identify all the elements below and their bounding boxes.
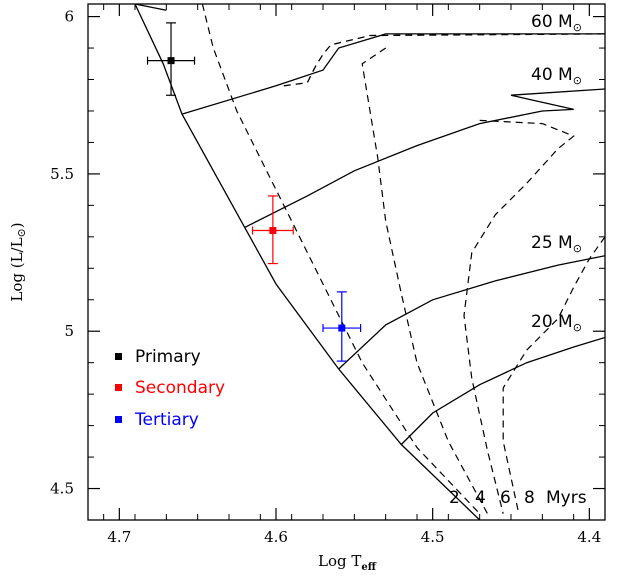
evolution-track-top-2: [283, 33, 605, 87]
plot-overlay: 60 M⊙ 40 M⊙ 25 M⊙ 20 M⊙ 2 4 6 8 Myrs Primary Secon…: [115, 12, 587, 508]
legend-label-primary: Primary: [135, 347, 201, 367]
legend-marker-secondary: [115, 384, 122, 391]
plot-curves: [134, 4, 605, 520]
mass-label-40m: 40 M⊙: [531, 65, 582, 87]
star-point-secondary: [251, 195, 294, 265]
zams-line: [134, 4, 481, 520]
mass-label-20m: 20 M⊙: [531, 312, 582, 334]
x-axis-title: Log Teff: [318, 552, 377, 573]
y-tick-label: 6: [64, 8, 74, 26]
evolution-track-20m: [400, 336, 605, 445]
evolution-track-25m: [338, 255, 605, 370]
plot-frame: [87, 3, 606, 521]
evolution-track-top-1: [134, 4, 167, 11]
legend-label-secondary: Secondary: [135, 378, 225, 398]
evolution-track-40m: [244, 88, 605, 228]
y-tick-label: 5.5: [50, 165, 74, 183]
star-point-primary: [146, 22, 196, 96]
axis-ticks: 4.7 4.6 4.5 4.4 4.5 5 5.5 6: [50, 4, 606, 546]
data-marker: [269, 227, 277, 235]
isochrone-age-unit: Myrs: [546, 488, 587, 508]
isochrone-age-label: 6: [500, 488, 511, 508]
isochrone-age-label: 2: [449, 488, 460, 508]
data-marker: [167, 57, 175, 65]
y-axis-title: Log (L/L⊙): [8, 222, 28, 301]
legend-marker-tertiary: [115, 416, 122, 423]
x-tick-label: 4.5: [421, 528, 445, 546]
legend-label-tertiary: Tertiary: [134, 410, 199, 430]
isochrone-4-myr: [361, 47, 489, 514]
x-tick-label: 4.4: [577, 528, 601, 546]
y-tick-label: 5: [64, 322, 74, 340]
evolution-track-60m: [181, 33, 605, 115]
isochrone-8-myr: [502, 236, 605, 514]
axes-box: [87, 3, 606, 521]
star-point-tertiary: [322, 291, 362, 362]
mass-label-60m: 60 M⊙: [531, 12, 582, 34]
y-tick-label: 4.5: [50, 480, 74, 498]
x-tick-label: 4.6: [264, 528, 288, 546]
data-marker: [338, 324, 346, 332]
mass-label-25m: 25 M⊙: [531, 233, 582, 255]
isochrone-age-label: 8: [524, 488, 535, 508]
isochrone-age-label: 4: [475, 488, 486, 508]
legend: Primary Secondary Tertiary: [115, 347, 225, 430]
isochrone-2-myr: [201, 4, 481, 515]
legend-marker-primary: [115, 353, 122, 360]
isochrone-6-myr: [463, 119, 575, 514]
x-tick-label: 4.7: [107, 528, 131, 546]
